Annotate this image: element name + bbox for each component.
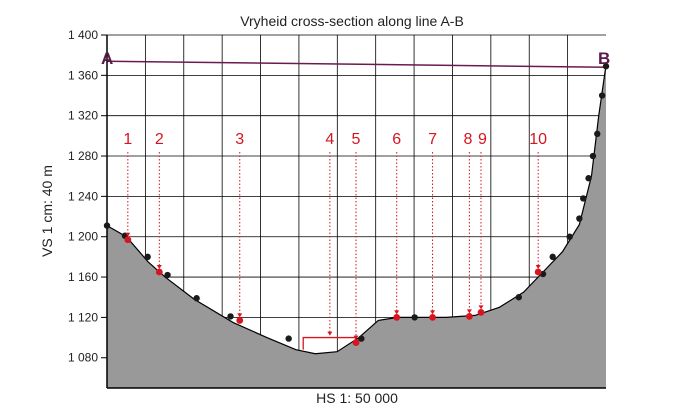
terrain-fill xyxy=(107,65,606,388)
marker-label-4: 4 xyxy=(325,131,334,148)
marker-point-2 xyxy=(155,268,163,276)
profile-point xyxy=(566,233,573,240)
y-tick-label: 1 200 xyxy=(68,230,98,244)
marker-arrow xyxy=(394,310,400,315)
profile-point xyxy=(576,215,583,222)
profile-point xyxy=(598,92,606,99)
profile-point xyxy=(602,63,610,70)
marker-label-10: 10 xyxy=(529,131,547,148)
marker-arrow xyxy=(125,232,131,237)
profile-points xyxy=(103,63,610,342)
chart-labels: Vryheid cross-section along line A-B HS … xyxy=(39,13,610,406)
marker-label-6: 6 xyxy=(392,131,401,148)
y-tick-label: 1 240 xyxy=(68,189,98,203)
marker-arrow xyxy=(466,309,472,314)
y-axis-label: VS 1 cm: 40 m xyxy=(39,165,55,257)
x-axis-label: HS 1: 50 000 xyxy=(316,390,398,406)
profile-point xyxy=(589,152,597,160)
y-tick-label: 1 120 xyxy=(68,310,98,324)
line-a-b-segment xyxy=(106,60,607,69)
y-tick-label: 1 360 xyxy=(68,68,98,82)
profile-point xyxy=(358,335,365,342)
profile-point xyxy=(411,314,418,321)
marker-arrow xyxy=(535,265,541,270)
marker-point-8 xyxy=(465,312,473,320)
y-tick-label: 1 280 xyxy=(68,149,98,163)
marker-point-1 xyxy=(124,236,132,244)
terrain-profile xyxy=(106,65,607,388)
profile-point xyxy=(103,222,111,229)
endpoint-b-label: B xyxy=(598,49,610,68)
profile-point xyxy=(549,253,556,261)
numbered-markers: 1 2 3 4 5 6 7 8 9 10 xyxy=(123,131,547,350)
profile-point xyxy=(580,195,587,202)
y-tick-label: 1 080 xyxy=(68,351,98,365)
y-tick-label: 1 320 xyxy=(68,109,98,123)
marker-point-9 xyxy=(477,308,485,316)
marker-label-8: 8 xyxy=(463,131,472,148)
profile-point xyxy=(594,130,601,138)
marker-arrow xyxy=(156,265,162,270)
marker-arrow xyxy=(430,310,436,315)
plot-frame xyxy=(106,35,606,389)
marker-label-1: 1 xyxy=(123,131,132,148)
marker-label-5: 5 xyxy=(352,131,361,148)
marker-bracket-4 xyxy=(302,336,357,350)
line-a-b xyxy=(106,60,607,69)
marker-arrow xyxy=(237,313,243,318)
terrain-outline xyxy=(106,65,607,355)
y-tick-label: 1 400 xyxy=(68,28,98,42)
profile-point xyxy=(515,294,522,301)
marker-arrow xyxy=(478,305,484,310)
marker-point-7 xyxy=(429,314,436,321)
marker-label-3: 3 xyxy=(235,131,244,148)
y-ticks: 1 080 1 120 1 160 1 200 1 240 1 280 1 320 1 360… xyxy=(68,28,107,365)
profile-point xyxy=(227,313,234,320)
profile-point xyxy=(193,295,200,302)
y-tick-label: 1 160 xyxy=(68,270,98,284)
endpoint-a-label: A xyxy=(101,49,113,68)
marker-point-10 xyxy=(534,268,542,276)
marker-point-5 xyxy=(352,339,360,347)
marker-label-2: 2 xyxy=(155,131,164,148)
profile-point xyxy=(585,175,592,182)
profile-point xyxy=(164,271,171,279)
marker-arrow xyxy=(327,331,333,336)
marker-point-3 xyxy=(236,317,244,324)
chart-title: Vryheid cross-section along line A-B xyxy=(240,13,464,29)
profile-point xyxy=(144,253,151,261)
profile-point xyxy=(285,335,292,342)
marker-point-6 xyxy=(393,314,401,321)
marker-label-9: 9 xyxy=(478,131,487,148)
marker-label-7: 7 xyxy=(428,131,437,148)
